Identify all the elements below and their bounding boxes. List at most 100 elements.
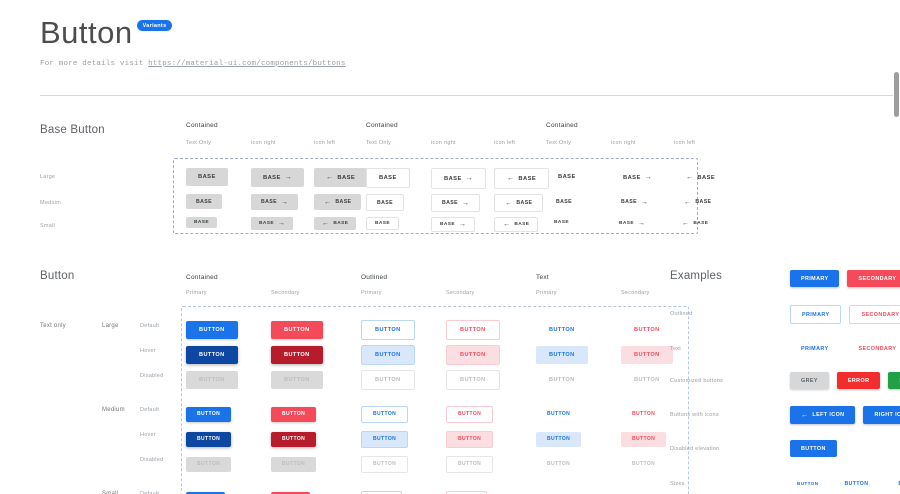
button-text-primary-default[interactable]: BUTTON	[536, 407, 581, 422]
example-button-primary[interactable]: PRIMARY	[790, 340, 839, 357]
button-contained-secondary-default[interactable]: BUTTON	[271, 406, 317, 422]
button-group-title: Contained	[186, 274, 218, 281]
base-button[interactable]: ← BASE	[314, 168, 368, 187]
base-button[interactable]: BASE →	[611, 217, 653, 230]
example-button-button[interactable]: BUTTON	[835, 476, 877, 491]
example-button-grey[interactable]: GREY	[790, 372, 829, 389]
button-text-secondary-hover[interactable]: BUTTON	[621, 431, 667, 447]
example-button-secondary[interactable]: SECONDARY	[847, 270, 900, 287]
button-label: BUTTON	[284, 327, 310, 333]
button-contained-secondary-default[interactable]: BUTTON	[271, 492, 311, 494]
base-button[interactable]: BASE	[546, 217, 577, 228]
base-button[interactable]: ← BASE	[494, 194, 544, 212]
base-button[interactable]: BASE →	[431, 168, 487, 189]
button-cell: BUTTON	[186, 486, 226, 494]
button-outlined-secondary-hover[interactable]: BUTTON	[446, 345, 500, 365]
button-text-secondary-hover[interactable]: BUTTON	[621, 346, 673, 364]
base-button[interactable]: BASE	[366, 168, 410, 188]
base-button[interactable]: BASE	[546, 168, 588, 186]
base-button[interactable]: ← BASE	[314, 194, 362, 210]
base-button[interactable]: ← BASE	[674, 217, 716, 230]
vertical-scrollbar-thumb[interactable]	[894, 72, 899, 117]
button-outlined-secondary-default[interactable]: BUTTON	[446, 405, 494, 423]
base-button[interactable]: BASE →	[431, 217, 476, 232]
button-contained-secondary-hover[interactable]: BUTTON	[271, 431, 317, 447]
example-button-label: RIGHT ICON	[874, 412, 900, 418]
button-contained-primary-hover[interactable]: BUTTON	[186, 431, 232, 447]
arrow-right-icon: →	[462, 199, 470, 207]
button-outlined-primary-hover[interactable]: BUTTON	[361, 345, 415, 365]
base-button[interactable]: BASE →	[251, 217, 294, 230]
base-button[interactable]: BASE →	[611, 194, 658, 210]
button-column-label: Primary	[186, 290, 207, 296]
base-button[interactable]: ← BASE	[494, 168, 550, 189]
button-outlined-secondary-hover[interactable]: BUTTON	[446, 430, 494, 448]
button-contained-primary-hover[interactable]: BUTTON	[186, 346, 238, 364]
button-contained-secondary-disabled: BUTTON	[271, 371, 323, 389]
button-outlined-primary-default[interactable]: BUTTON	[361, 491, 403, 494]
base-button[interactable]: BASE	[366, 194, 405, 211]
button-column-label: Secondary	[621, 290, 650, 296]
example-button-success[interactable]: SUCCESS	[888, 372, 900, 389]
base-button[interactable]: BASE →	[251, 194, 299, 210]
button-text-primary-default[interactable]: BUTTON	[536, 321, 588, 339]
button-label: BUTTON	[549, 327, 575, 333]
base-button-label: BASE	[261, 199, 278, 205]
base-size-label-large: Large	[40, 174, 56, 180]
example-button-left-icon[interactable]: ← LEFT ICON	[790, 406, 856, 424]
example-button-right-icon[interactable]: RIGHT ICON→	[863, 406, 900, 424]
button-text-primary-hover[interactable]: BUTTON	[536, 346, 588, 364]
example-button-secondary[interactable]: SECONDARY	[849, 305, 900, 324]
example-button-error[interactable]: ERROR	[836, 372, 881, 389]
example-button-button[interactable]: BUTTON	[790, 478, 825, 489]
docs-link[interactable]: https://material-ui.com/components/butto…	[148, 60, 346, 68]
base-group-title: Contained	[546, 122, 578, 129]
button-text-primary-hover[interactable]: BUTTON	[536, 431, 582, 447]
example-button-secondary[interactable]: SECONDARY	[847, 340, 900, 357]
button-outlined-primary-default[interactable]: BUTTON	[361, 405, 409, 423]
example-button-button[interactable]: BUTTON	[887, 475, 900, 492]
button-contained-primary-default[interactable]: BUTTON	[186, 321, 238, 339]
button-label: BUTTON	[460, 352, 486, 358]
example-button-primary[interactable]: PRIMARY	[790, 305, 842, 324]
page-header: Button Variants For more details visit h…	[40, 16, 860, 69]
base-button[interactable]: BASE	[186, 194, 223, 209]
button-contained-secondary-hover[interactable]: BUTTON	[271, 346, 323, 364]
example-button-label: SECONDARY	[858, 275, 897, 282]
button-cell: BUTTON	[361, 486, 403, 494]
arrow-right-icon: →	[641, 198, 649, 206]
button-text-secondary-default[interactable]: BUTTON	[621, 321, 673, 339]
base-button[interactable]: ← BASE	[314, 217, 357, 230]
base-button-title: Base Button	[40, 124, 105, 136]
base-button[interactable]: BASE →	[251, 168, 305, 187]
button-text-secondary-default[interactable]: BUTTON	[621, 407, 666, 422]
base-button[interactable]: ← BASE	[674, 194, 721, 210]
example-button-primary[interactable]: PRIMARY	[790, 270, 840, 287]
base-button[interactable]: BASE →	[431, 194, 481, 212]
base-button[interactable]: BASE	[186, 168, 228, 186]
button-outlined-primary-default[interactable]: BUTTON	[361, 320, 415, 340]
base-button[interactable]: ← BASE	[674, 168, 727, 187]
button-size-label-large: Large	[102, 323, 119, 329]
button-outlined-secondary-default[interactable]: BUTTON	[446, 320, 500, 340]
base-button-label: BASE	[623, 174, 641, 181]
base-button[interactable]: BASE	[366, 217, 399, 230]
button-contained-primary-default[interactable]: BUTTON	[186, 406, 232, 422]
button-outlined-secondary-disabled: BUTTON	[446, 370, 500, 390]
button-contained-primary-default[interactable]: BUTTON	[186, 492, 226, 494]
example-button-label: PRIMARY	[801, 275, 829, 282]
button-outlined-secondary-default[interactable]: BUTTON	[446, 491, 488, 494]
base-button[interactable]: BASE	[546, 194, 582, 209]
button-cell: BUTTON	[621, 427, 667, 447]
arrow-left-icon: ←	[686, 174, 694, 181]
base-button[interactable]: BASE →	[611, 168, 664, 187]
button-contained-secondary-default[interactable]: BUTTON	[271, 321, 323, 339]
button-cell: BUTTON	[621, 486, 660, 494]
base-cell: BASE →	[611, 168, 664, 187]
base-column-label: icon right	[431, 140, 456, 146]
base-button[interactable]: BASE	[186, 217, 217, 228]
button-outlined-primary-hover[interactable]: BUTTON	[361, 430, 409, 448]
base-button[interactable]: ← BASE	[494, 217, 539, 232]
example-button-button[interactable]: BUTTON	[790, 440, 837, 457]
button-label: BUTTON	[634, 377, 660, 383]
